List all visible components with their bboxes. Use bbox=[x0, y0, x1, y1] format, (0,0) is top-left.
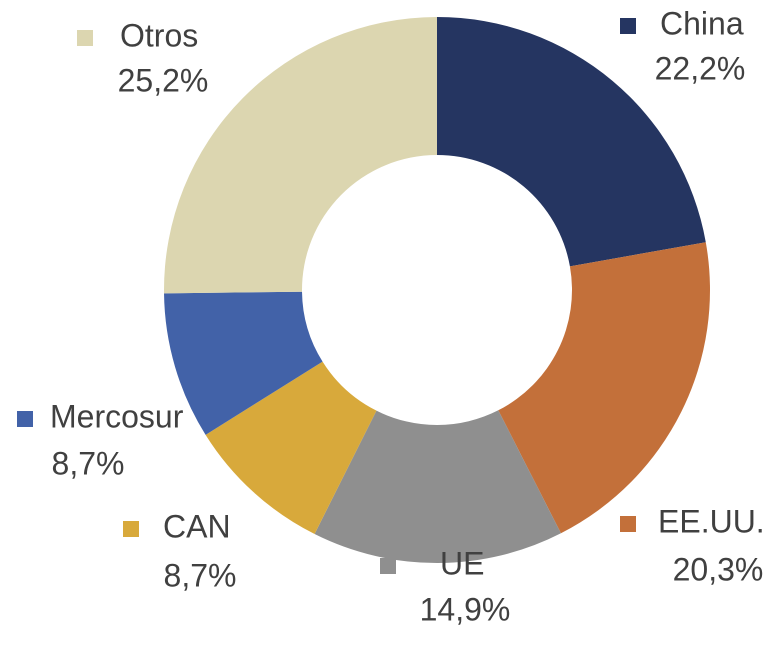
value-label: 25,2% bbox=[118, 62, 209, 98]
donut-slice bbox=[437, 17, 706, 267]
donut-slice bbox=[205, 361, 377, 535]
value-label: 20,3% bbox=[673, 551, 764, 587]
label-marker bbox=[17, 411, 33, 427]
value-label: 8,7% bbox=[52, 445, 125, 481]
donut-slice bbox=[164, 291, 323, 435]
value-label: 14,9% bbox=[420, 591, 511, 627]
value-label: 8,7% bbox=[164, 557, 237, 593]
label-marker bbox=[77, 30, 93, 46]
value-label: 22,2% bbox=[655, 50, 746, 86]
donut-slice bbox=[164, 17, 437, 294]
label-marker bbox=[123, 521, 139, 537]
donut-slice bbox=[314, 410, 561, 563]
category-label: CAN bbox=[163, 508, 231, 544]
donut-slice bbox=[498, 242, 710, 534]
label-marker bbox=[620, 516, 636, 532]
category-label: EE.UU. bbox=[658, 503, 765, 539]
label-marker bbox=[380, 558, 396, 574]
label-marker bbox=[620, 18, 636, 34]
category-label: Otros bbox=[120, 17, 198, 53]
category-label: UE bbox=[440, 545, 484, 581]
category-label: China bbox=[660, 5, 744, 41]
category-label: Mercosur bbox=[50, 398, 184, 434]
